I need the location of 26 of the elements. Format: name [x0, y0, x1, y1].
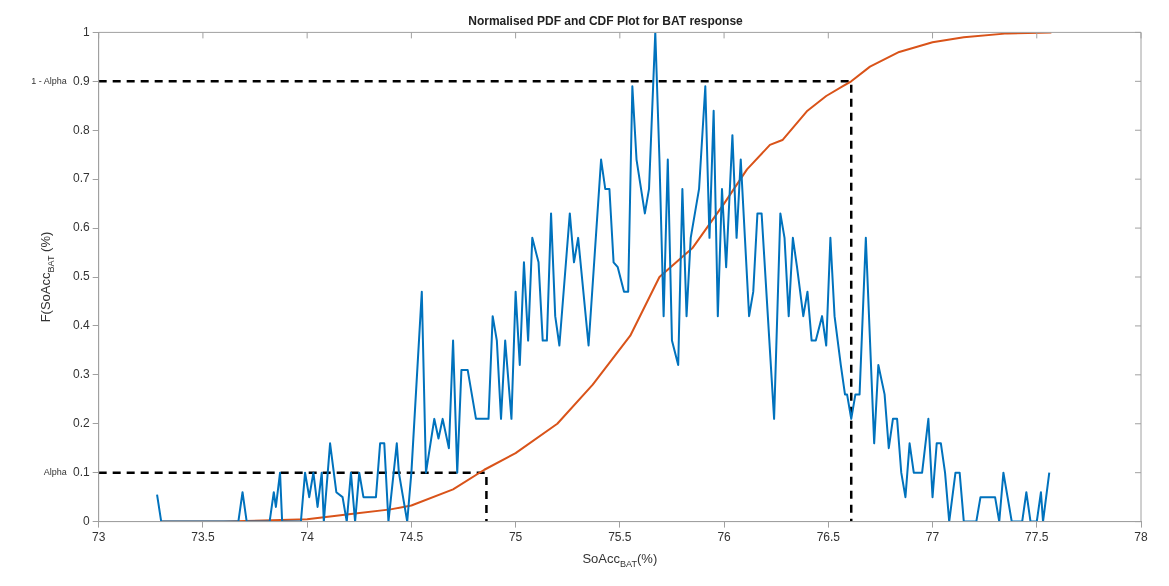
y-tick-label: 0.9: [72, 73, 90, 88]
x-tick-label: 73: [92, 530, 106, 545]
x-tick-label: 75.5: [608, 530, 632, 545]
chart-title: Normalised PDF and CDF Plot for BAT response: [468, 13, 744, 28]
y-tick-label: 1: [82, 24, 90, 39]
y-tick-label: 0.7: [72, 171, 90, 186]
y-axis-title: F(SoAccBAT (%): [38, 231, 56, 323]
text: Alpha: [43, 467, 67, 478]
text: 1 - Alpha: [31, 75, 67, 86]
x-tick-label: 76: [717, 530, 732, 545]
y-tick-label: 0.5: [72, 269, 90, 284]
x-tick-label: 77: [925, 530, 940, 545]
y-tick-label: 0.6: [72, 220, 90, 235]
x-tick-label: 76.5: [816, 530, 841, 545]
y-tick-label: 0: [82, 513, 90, 528]
y-tick-label: 0.3: [72, 367, 90, 382]
x-tick-label: 74: [300, 530, 315, 545]
y-tick-label: 0.8: [72, 122, 90, 137]
y-tick-label: 0.2: [72, 416, 90, 431]
x-tick-label: 77.5: [1025, 530, 1049, 545]
x-tick-label: 78: [1134, 530, 1148, 545]
y-tick-label: 0.4: [72, 318, 90, 333]
y-tick-label: 0.1: [72, 464, 90, 479]
x-tick-label: 74.5: [399, 530, 424, 545]
x-tick-label: 75: [508, 530, 523, 545]
x-tick-label: 73.5: [191, 530, 215, 545]
